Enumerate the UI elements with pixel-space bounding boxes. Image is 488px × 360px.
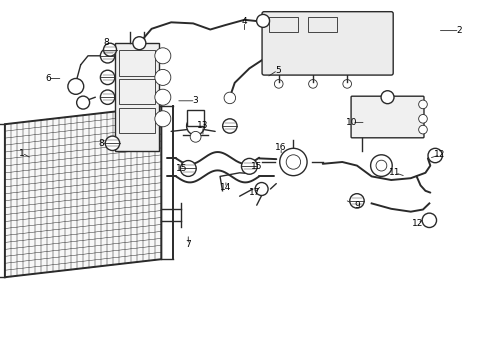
Bar	[186, 110, 204, 126]
Circle shape	[186, 117, 204, 135]
Circle shape	[133, 37, 145, 50]
Text: 2: 2	[456, 26, 462, 35]
Circle shape	[421, 213, 436, 228]
Circle shape	[279, 148, 306, 176]
Circle shape	[222, 119, 237, 133]
Bar	[119, 79, 155, 104]
Circle shape	[105, 136, 120, 150]
Text: 1: 1	[19, 148, 25, 158]
Circle shape	[68, 78, 83, 94]
FancyBboxPatch shape	[262, 12, 392, 75]
Circle shape	[224, 92, 235, 104]
Text: 11: 11	[388, 168, 400, 177]
Circle shape	[349, 194, 364, 208]
Circle shape	[100, 49, 115, 63]
Circle shape	[427, 148, 442, 163]
Circle shape	[190, 131, 201, 142]
Circle shape	[155, 111, 170, 127]
Circle shape	[241, 158, 257, 174]
Text: 7: 7	[185, 240, 191, 249]
Text: 14: 14	[220, 184, 231, 192]
Bar	[268, 17, 298, 32]
Text: 15: 15	[176, 164, 187, 173]
Text: 6: 6	[45, 74, 51, 83]
Polygon shape	[5, 106, 161, 277]
Text: 3: 3	[192, 96, 198, 105]
Circle shape	[370, 155, 391, 176]
Circle shape	[155, 89, 170, 105]
Text: 12: 12	[433, 150, 445, 159]
Circle shape	[155, 48, 170, 64]
Circle shape	[103, 43, 116, 56]
Text: 5: 5	[274, 66, 280, 75]
Circle shape	[380, 91, 393, 104]
Bar	[119, 108, 155, 133]
Circle shape	[255, 183, 267, 195]
Circle shape	[418, 114, 427, 123]
Text: 13: 13	[197, 122, 208, 130]
Circle shape	[418, 100, 427, 109]
Text: 9: 9	[353, 201, 359, 210]
Text: 17: 17	[248, 188, 260, 197]
Text: 4: 4	[241, 17, 247, 26]
Circle shape	[155, 69, 170, 85]
Text: 8: 8	[98, 139, 104, 148]
Text: 15: 15	[250, 162, 262, 171]
Circle shape	[180, 161, 196, 176]
Text: 8: 8	[103, 38, 109, 47]
Bar	[115, 43, 159, 151]
Circle shape	[100, 90, 115, 104]
Text: 10: 10	[346, 118, 357, 127]
Text: 16: 16	[275, 143, 286, 152]
Circle shape	[100, 70, 115, 85]
Bar	[307, 17, 337, 32]
Text: 12: 12	[411, 219, 423, 228]
Circle shape	[77, 96, 89, 109]
Circle shape	[256, 14, 269, 27]
Circle shape	[418, 125, 427, 134]
FancyBboxPatch shape	[350, 96, 423, 138]
Bar	[119, 50, 155, 76]
